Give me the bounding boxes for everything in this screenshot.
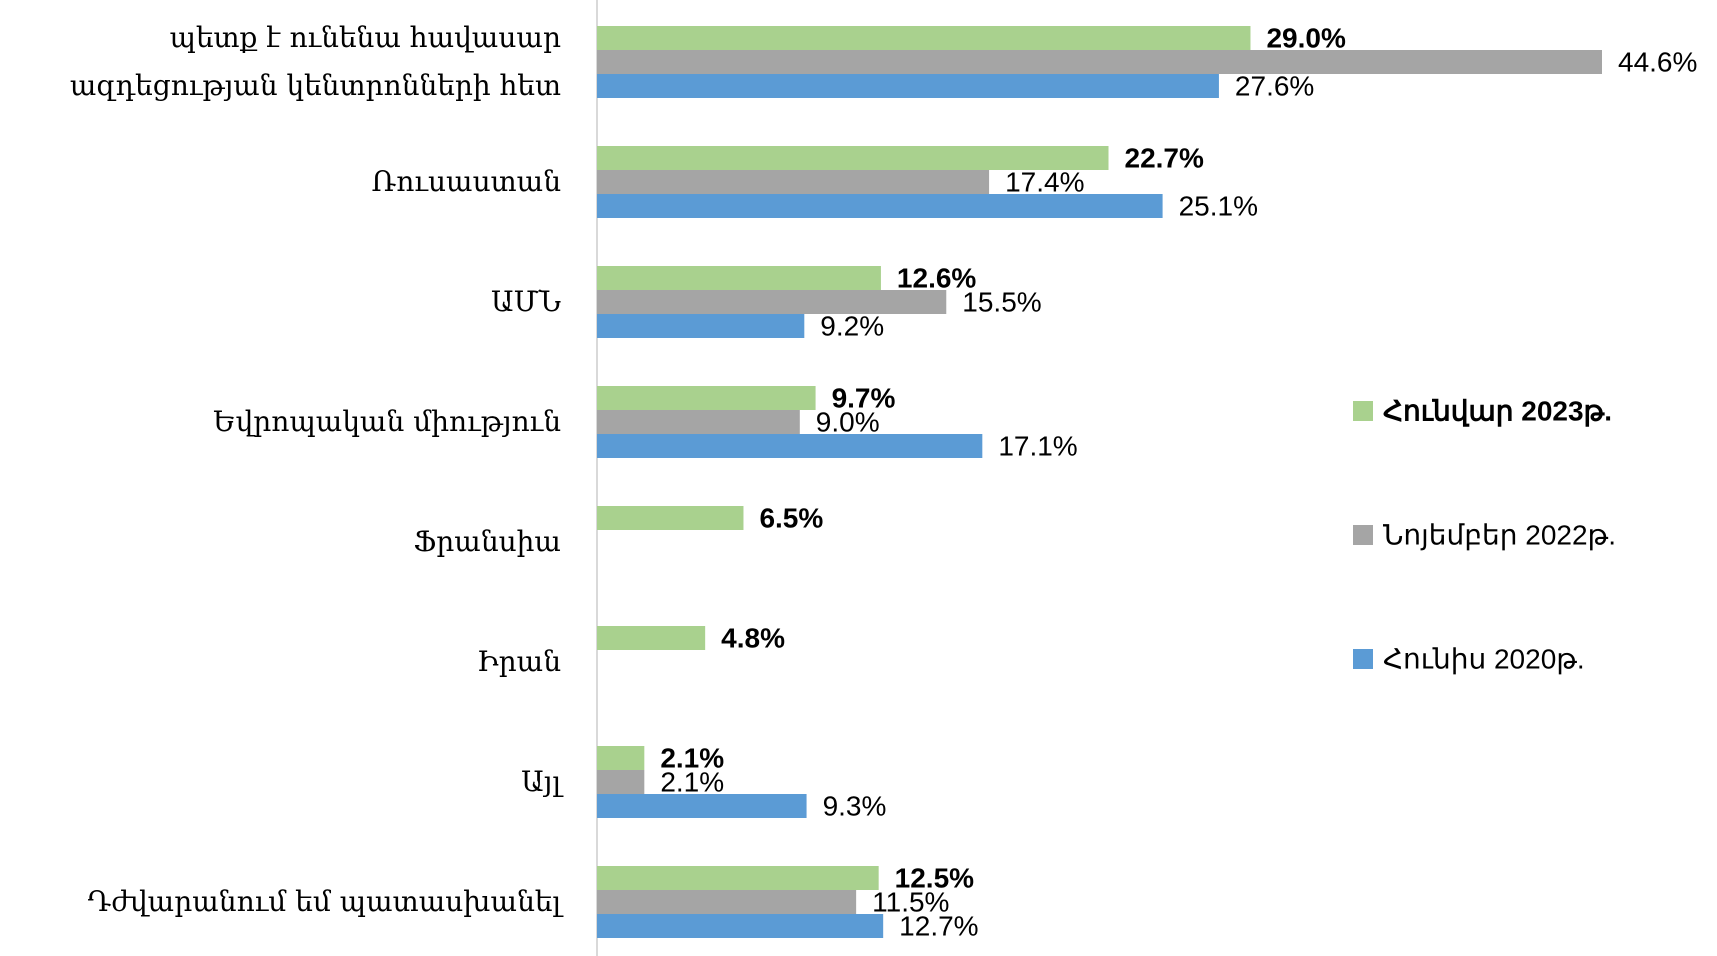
bar (597, 434, 983, 458)
bar (597, 314, 805, 338)
value-label: 12.7% (899, 910, 978, 941)
value-label: 27.6% (1235, 70, 1314, 101)
value-label: 11.5% (872, 886, 949, 917)
value-label: 12.5% (895, 862, 974, 893)
value-label: 9.3% (823, 790, 887, 821)
category-label: Իրան (476, 645, 561, 678)
value-label: 29.0% (1266, 22, 1345, 53)
legend-label: Հունիս 2020թ. (1383, 643, 1585, 674)
value-label: 6.5% (759, 502, 823, 533)
bar (597, 170, 990, 194)
bar (597, 770, 645, 794)
legend-swatch (1353, 525, 1373, 545)
value-label: 2.1% (660, 742, 724, 773)
category-label: Ֆրանսիա (413, 525, 561, 558)
legend-label: Նոյեմբեր 2022թ. (1383, 519, 1616, 550)
bar (597, 794, 807, 818)
category-label: Ռուսաստան (371, 165, 561, 198)
bar (597, 194, 1163, 218)
value-label: 9.2% (820, 310, 884, 341)
bar (597, 74, 1219, 98)
value-label: 9.7% (832, 382, 896, 413)
bar (597, 866, 879, 890)
category-label: Եվրոպական միություն (213, 405, 561, 438)
category-label: ԱՄՆ (490, 285, 561, 318)
value-label: 9.0% (816, 406, 880, 437)
bar (597, 914, 884, 938)
category-label: Այլ (521, 765, 561, 798)
bar (597, 506, 744, 530)
bar (597, 290, 947, 314)
value-label: 17.1% (998, 430, 1077, 461)
bar (597, 386, 816, 410)
legend-swatch (1353, 649, 1373, 669)
value-label: 44.6% (1618, 46, 1697, 77)
value-label: 15.5% (962, 286, 1041, 317)
bar (597, 626, 706, 650)
value-label: 17.4% (1005, 166, 1084, 197)
category-label: պետք է ունենա հավասար ազդեցության կենտրո… (69, 21, 561, 102)
bar (597, 146, 1109, 170)
legend-label: Հունվար 2023թ. (1383, 395, 1612, 427)
bar (597, 50, 1602, 74)
value-label: 25.1% (1179, 190, 1258, 221)
value-label: 22.7% (1125, 142, 1204, 173)
legend-swatch (1353, 401, 1373, 421)
value-label: 12.6% (897, 262, 976, 293)
bar (597, 26, 1251, 50)
category-label: Դժվարանում եմ պատասխանել (87, 885, 562, 918)
bar (597, 266, 881, 290)
bar (597, 410, 800, 434)
value-label: 2.1% (660, 766, 724, 797)
bar (597, 890, 857, 914)
value-label: 4.8% (721, 622, 785, 653)
bar (597, 746, 645, 770)
